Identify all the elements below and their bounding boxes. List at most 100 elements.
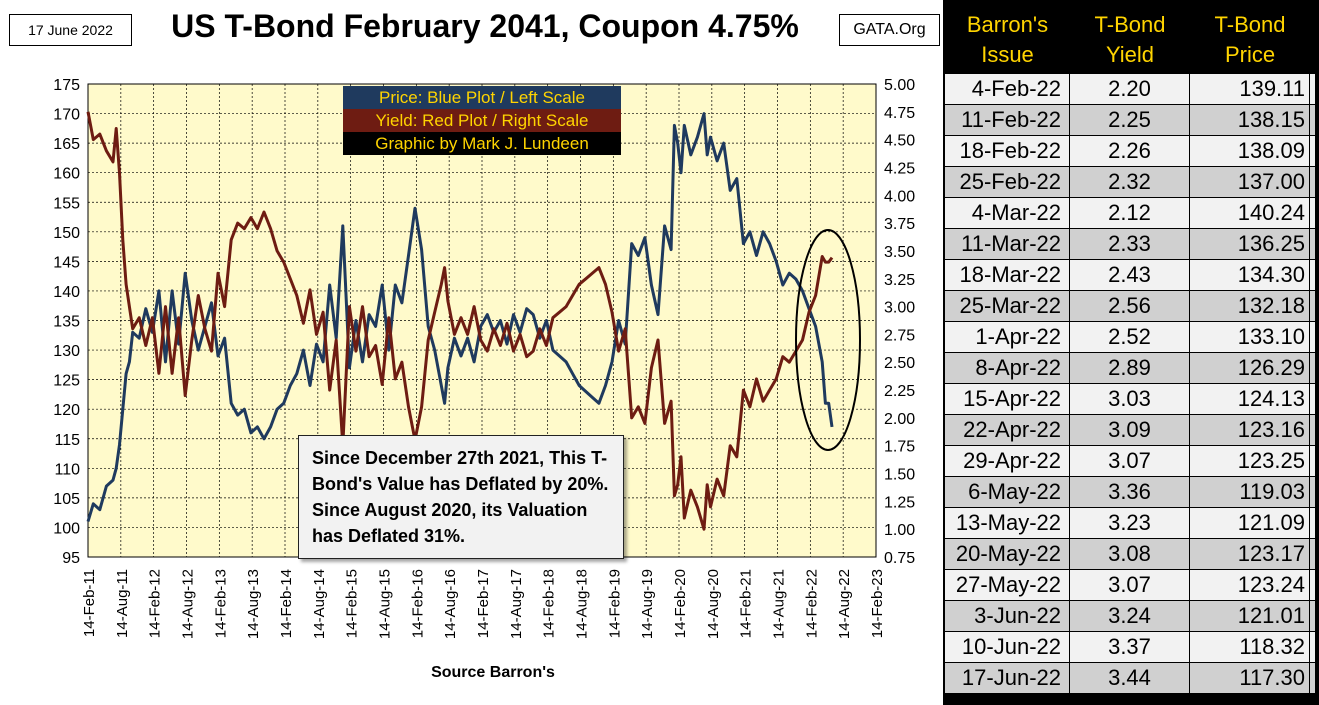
price-series-line [86, 112, 834, 522]
issue-cell: 27-May-22 [945, 570, 1070, 600]
table-row: 4-Feb-22 2.20 139.11 [945, 74, 1315, 104]
issue-cell: 22-Apr-22 [945, 415, 1070, 445]
price-cell: 124.13 [1190, 384, 1310, 414]
y-right-tick-label: 2.25 [884, 383, 915, 400]
price-cell: 136.25 [1190, 229, 1310, 259]
y-right-tick-label: 0.75 [884, 550, 915, 567]
y-right-tick-label: 5.00 [884, 77, 915, 94]
x-tick-label: 14-Feb-19 [606, 569, 623, 638]
price-cell: 118.32 [1190, 632, 1310, 662]
issue-cell: 4-Feb-22 [945, 74, 1070, 104]
y-left-tick-label: 135 [53, 314, 80, 331]
price-cell: 123.16 [1190, 415, 1310, 445]
issue-cell: 18-Feb-22 [945, 136, 1070, 166]
yield-cell: 2.12 [1070, 198, 1190, 228]
y-left-tick-label: 130 [53, 343, 80, 360]
y-right-tick-label: 3.50 [884, 244, 915, 261]
legend-yield: Yield: Red Plot / Right Scale [343, 109, 621, 132]
table-row: 17-Jun-22 3.44 117.30 [945, 663, 1315, 693]
yield-cell: 2.89 [1070, 353, 1190, 383]
price-cell: 140.24 [1190, 198, 1310, 228]
y-right-tick-label: 4.50 [884, 133, 915, 150]
yield-cell: 3.44 [1070, 663, 1190, 693]
yield-cell: 3.07 [1070, 570, 1190, 600]
header-price: T-Bond Price [1190, 10, 1310, 74]
table-row: 8-Apr-22 2.89 126.29 [945, 353, 1315, 383]
table-row: 1-Apr-22 2.52 133.10 [945, 322, 1315, 352]
y-left-tick-label: 140 [53, 284, 80, 301]
x-tick-label: 14-Aug-18 [574, 569, 591, 639]
x-tick-label: 14-Aug-14 [311, 569, 328, 639]
price-cell: 126.29 [1190, 353, 1310, 383]
price-cell: 121.01 [1190, 601, 1310, 631]
x-tick-label: 14-Feb-11 [81, 569, 98, 637]
x-tick-label: 14-Feb-23 [869, 569, 886, 638]
x-tick-label: 14-Feb-15 [344, 569, 361, 638]
y-left-tick-label: 150 [53, 225, 80, 242]
data-table: Barron's Issue T-Bond Yield T-Bond Price… [943, 0, 1319, 705]
source-site-label: GATA.Org [839, 14, 940, 46]
x-tick-label: 14-Feb-18 [541, 569, 558, 638]
price-cell: 137.00 [1190, 167, 1310, 197]
issue-cell: 10-Jun-22 [945, 632, 1070, 662]
yield-series-line [86, 111, 834, 531]
header-price-line1: T-Bond [1214, 12, 1286, 37]
yield-cell: 2.56 [1070, 291, 1190, 321]
x-tick-label: 14-Feb-22 [803, 569, 820, 638]
price-cell: 123.24 [1190, 570, 1310, 600]
x-tick-label: 14-Aug-13 [245, 569, 262, 639]
x-tick-label: 14-Aug-21 [771, 569, 788, 639]
y-left-tick-label: 170 [53, 107, 80, 124]
y-left-tick-label: 165 [53, 136, 80, 153]
chart-panel: 95 100 105 110 115 120 125 130 135 140 145 150 155 16… [0, 0, 943, 705]
issue-cell: 8-Apr-22 [945, 353, 1070, 383]
x-tick-label: 14-Feb-17 [475, 569, 492, 638]
y-left-tick-label: 175 [53, 77, 80, 94]
x-tick-label: 14-Feb-21 [738, 569, 755, 638]
yield-cell: 2.20 [1070, 74, 1190, 104]
yield-cell: 2.32 [1070, 167, 1190, 197]
issue-cell: 11-Mar-22 [945, 229, 1070, 259]
x-tick-label: 14-Aug-11 [114, 569, 131, 638]
x-tick-label: 14-Aug-22 [836, 569, 853, 639]
yield-cell: 2.25 [1070, 105, 1190, 135]
price-cell: 138.15 [1190, 105, 1310, 135]
yield-cell: 2.43 [1070, 260, 1190, 290]
y-left-tick-label: 100 [53, 520, 80, 537]
y-left-tick-label: 105 [53, 491, 80, 508]
header-issue: Barron's Issue [945, 10, 1070, 74]
y-left-tick-label: 115 [54, 432, 80, 449]
y-right-tick-label: 2.00 [884, 411, 915, 428]
y-right-tick-label: 4.75 [884, 105, 915, 122]
table-row: 13-May-22 3.23 121.09 [945, 508, 1315, 538]
price-cell: 117.30 [1190, 663, 1310, 693]
issue-cell: 15-Apr-22 [945, 384, 1070, 414]
highlight-ellipse [795, 229, 861, 451]
issue-cell: 3-Jun-22 [945, 601, 1070, 631]
y-left-tick-label: 125 [53, 373, 80, 390]
issue-cell: 25-Feb-22 [945, 167, 1070, 197]
header-price-line2: Price [1224, 42, 1276, 67]
header-yield: T-Bond Yield [1070, 10, 1190, 74]
table-row: 11-Mar-22 2.33 136.25 [945, 229, 1315, 259]
issue-cell: 11-Feb-22 [945, 105, 1070, 135]
y-right-tick-label: 2.50 [884, 355, 915, 372]
yield-cell: 2.26 [1070, 136, 1190, 166]
table-row: 18-Feb-22 2.26 138.09 [945, 136, 1315, 166]
y-right-tick-label: 3.75 [884, 216, 915, 233]
table-row: 27-May-22 3.07 123.24 [945, 570, 1315, 600]
yield-cell: 3.03 [1070, 384, 1190, 414]
y-left-tick-label: 155 [53, 195, 80, 212]
yield-cell: 3.09 [1070, 415, 1190, 445]
price-cell: 132.18 [1190, 291, 1310, 321]
x-tick-label: 14-Feb-13 [212, 569, 229, 638]
price-cell: 134.30 [1190, 260, 1310, 290]
table-row: 4-Mar-22 2.12 140.24 [945, 198, 1315, 228]
x-tick-label: 14-Aug-19 [639, 569, 656, 639]
y-left-tick-label: 110 [54, 461, 80, 478]
y-left-tick-label: 95 [62, 550, 80, 567]
y-left-tick-label: 120 [53, 402, 80, 419]
x-tick-label: 14-Feb-12 [147, 569, 164, 638]
header-yield-line2: Yield [1105, 42, 1155, 67]
header-issue-line2: Issue [981, 42, 1034, 67]
